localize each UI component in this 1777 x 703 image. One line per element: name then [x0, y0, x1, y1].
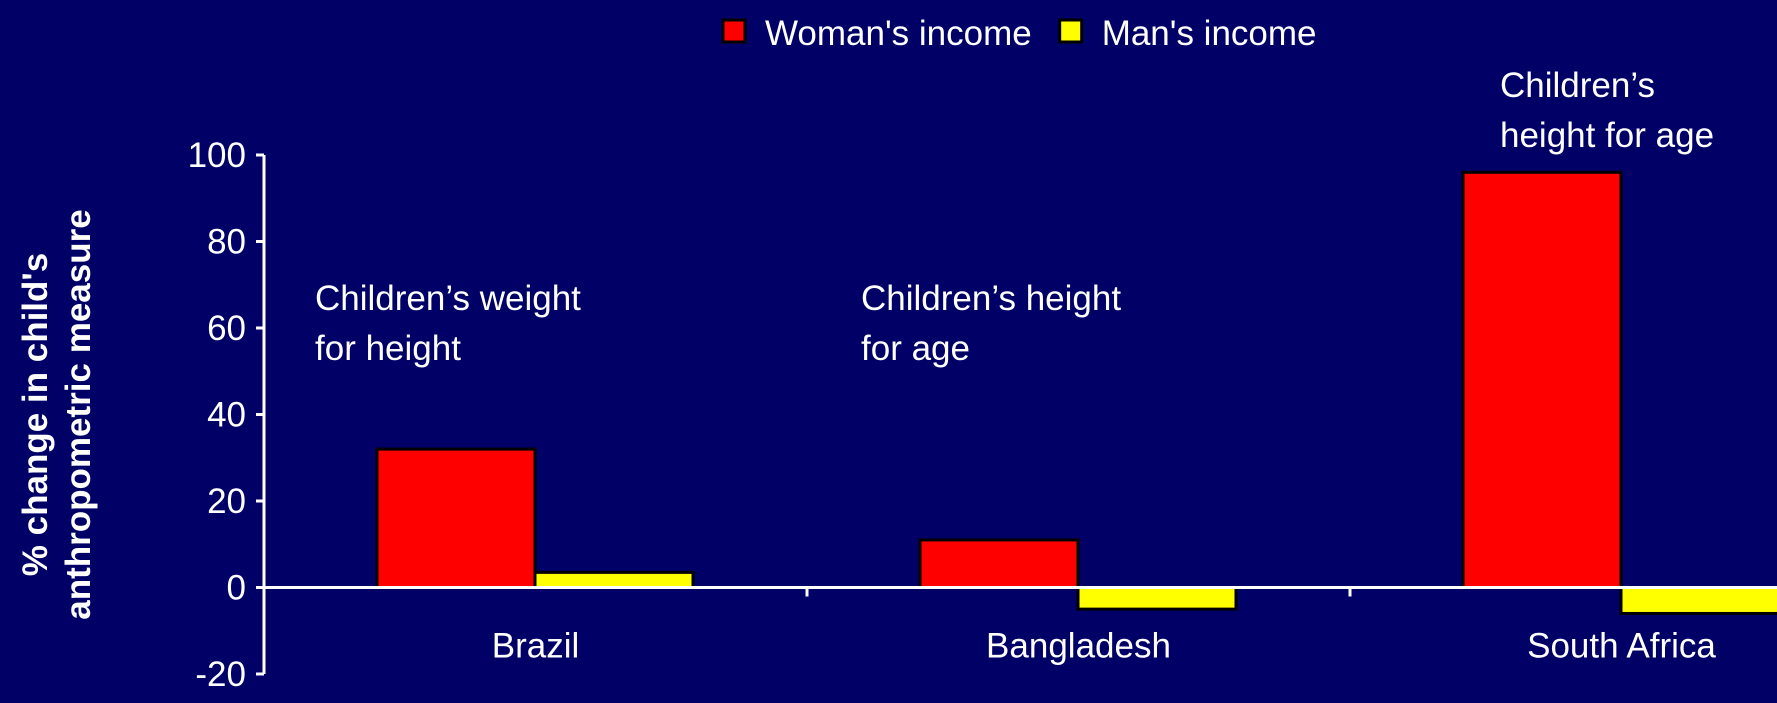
bar	[1619, 586, 1777, 615]
annotation: for age	[861, 329, 970, 368]
bar	[533, 570, 695, 589]
legend-swatch	[1058, 18, 1084, 44]
y-tick-label: 0	[227, 569, 246, 608]
annotation: Children’s height	[861, 279, 1121, 318]
y-tick-label: 80	[207, 223, 246, 262]
bar	[1461, 170, 1623, 590]
annotation: height for age	[1500, 116, 1714, 155]
annotation: Children’s	[1500, 66, 1655, 105]
y-tick-label: 60	[207, 309, 246, 348]
legend-swatch	[721, 18, 747, 44]
x-tick-label: Brazil	[492, 627, 580, 666]
y-tick-label: 100	[188, 136, 246, 175]
annotation: Children’s weight	[315, 279, 581, 318]
y-axis-label: % change in child's	[16, 253, 55, 576]
y-tick-label: 20	[207, 482, 246, 521]
legend-label: Man's income	[1102, 14, 1317, 53]
y-tick-label: 40	[207, 396, 246, 435]
bar	[1076, 586, 1238, 611]
y-tick-label: -20	[195, 655, 246, 694]
bar	[375, 447, 537, 589]
annotation: for height	[315, 329, 461, 368]
bar	[918, 538, 1080, 589]
legend-label: Woman's income	[765, 14, 1032, 53]
x-tick-label: South Africa	[1527, 627, 1716, 666]
x-tick-label: Bangladesh	[986, 627, 1171, 666]
y-axis-label: anthropometric measure	[59, 209, 98, 619]
